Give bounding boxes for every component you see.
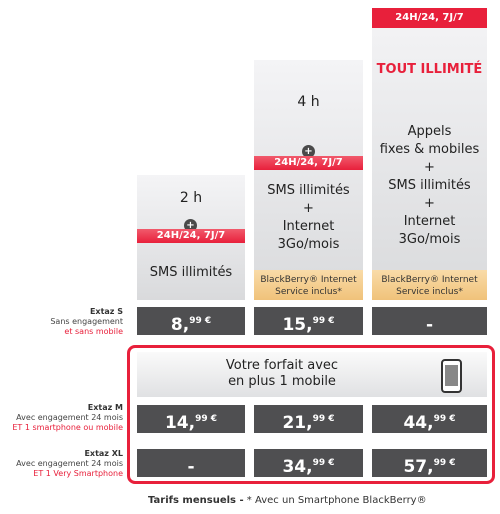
row-label-extaz-xl: Extaz XL Avec engagement 24 mois ET 1 Ve… xyxy=(16,449,123,479)
hours-2h: 2 h xyxy=(179,190,203,206)
plan-name: Extaz XL xyxy=(84,449,123,458)
feature-line: fixes & mobiles xyxy=(379,142,480,157)
row-label-extaz-s: Extaz S Sans engagement et sans mobile xyxy=(50,307,123,337)
price-cell[interactable]: 8,99 € xyxy=(137,307,245,335)
price-cell[interactable]: 34,99 € xyxy=(254,449,363,477)
price-cents: 99 € xyxy=(312,458,335,468)
price-main: 44, xyxy=(403,413,434,433)
unlimited-title: TOUT ILLIMITÉ xyxy=(376,62,483,77)
feature-line: Internet xyxy=(282,219,335,234)
price-cents: 99 € xyxy=(433,458,456,468)
price-main: 21, xyxy=(282,413,313,433)
features-col3: Appels fixes & mobiles + SMS illimités +… xyxy=(372,123,487,249)
footer-text: * Avec un Smartphone BlackBerry® xyxy=(243,495,427,506)
price-cell[interactable]: 15,99 € xyxy=(254,307,363,335)
price-cell[interactable]: 14,99 € xyxy=(137,405,245,433)
price-main: 8, xyxy=(170,315,190,335)
price-main: 14, xyxy=(164,413,196,433)
price-main: - xyxy=(187,457,195,477)
availability-band: 24H/24, 7J/7 xyxy=(254,156,363,170)
features-col2: SMS illimités + Internet 3Go/mois xyxy=(254,182,363,254)
price-main: 34, xyxy=(282,457,313,477)
price-cents: 99 € xyxy=(189,316,212,326)
blackberry-badge: BlackBerry® Internet Service inclus* xyxy=(372,270,487,300)
price-cell[interactable]: 21,99 € xyxy=(254,405,363,433)
price-cents: 99 € xyxy=(433,414,456,424)
plan-condition: Avec engagement 24 mois xyxy=(16,413,123,422)
blackberry-line: Service inclus* xyxy=(396,287,463,297)
availability-band: 24H/24, 7J/7 xyxy=(137,229,245,243)
feature-line: + xyxy=(303,201,314,216)
plan-condition-highlight: ET 1 smartphone ou mobile xyxy=(12,423,123,432)
price-cell[interactable]: - xyxy=(372,307,487,335)
price-main: 57, xyxy=(403,457,434,477)
plan-condition-highlight: et sans mobile xyxy=(64,327,123,336)
blackberry-line: BlackBerry® Internet xyxy=(260,275,357,285)
smartphone-icon xyxy=(441,359,462,393)
plan-condition-highlight: ET 1 Very Smartphone xyxy=(33,469,123,478)
price-main: 15, xyxy=(282,315,313,335)
offer-column-unlimited xyxy=(372,8,487,300)
plus-icon: + xyxy=(302,145,315,158)
feature-line: Internet xyxy=(403,214,456,229)
feature-line: SMS illimités xyxy=(267,183,350,198)
hours-4h: 4 h xyxy=(297,94,320,110)
features-col1: SMS illimités xyxy=(137,264,245,282)
footer-note: Tarifs mensuels - * Avec un Smartphone B… xyxy=(148,495,427,506)
price-main: - xyxy=(425,315,434,335)
feature-line: + xyxy=(424,160,435,175)
footer-bold: Tarifs mensuels - xyxy=(148,495,244,506)
plus-icon: + xyxy=(184,219,197,232)
availability-banner: 24H/24, 7J/7 xyxy=(372,8,487,28)
price-cell[interactable]: 57,99 € xyxy=(372,449,487,477)
mobile-banner-line: Votre forfait avec xyxy=(225,358,339,373)
feature-line: SMS illimités xyxy=(388,178,471,193)
mobile-banner-line: en plus 1 mobile xyxy=(228,374,336,389)
feature-line: Appels xyxy=(407,124,452,139)
mobile-banner-text: Votre forfait avec en plus 1 mobile xyxy=(137,358,427,390)
mobile-banner xyxy=(137,352,487,397)
blackberry-line: BlackBerry® Internet xyxy=(381,275,478,285)
offer-column-4h xyxy=(254,60,363,300)
plan-condition: Avec engagement 24 mois xyxy=(16,459,123,468)
price-cell[interactable]: 44,99 € xyxy=(372,405,487,433)
price-cents: 99 € xyxy=(312,316,335,326)
blackberry-line: Service inclus* xyxy=(275,287,342,297)
plan-condition: Sans engagement xyxy=(50,317,123,326)
price-cents: 99 € xyxy=(312,414,335,424)
feature-line: 3Go/mois xyxy=(277,237,340,252)
feature-line: 3Go/mois xyxy=(398,232,461,247)
feature-line: + xyxy=(424,196,435,211)
price-cents: 99 € xyxy=(195,414,218,424)
price-cell[interactable]: - xyxy=(137,449,245,477)
feature-line: SMS illimités xyxy=(149,265,233,280)
plan-name: Extaz S xyxy=(89,307,123,316)
plan-name: Extaz M xyxy=(87,403,123,412)
row-label-extaz-m: Extaz M Avec engagement 24 mois ET 1 sma… xyxy=(12,403,123,433)
blackberry-badge: BlackBerry® Internet Service inclus* xyxy=(254,270,363,300)
